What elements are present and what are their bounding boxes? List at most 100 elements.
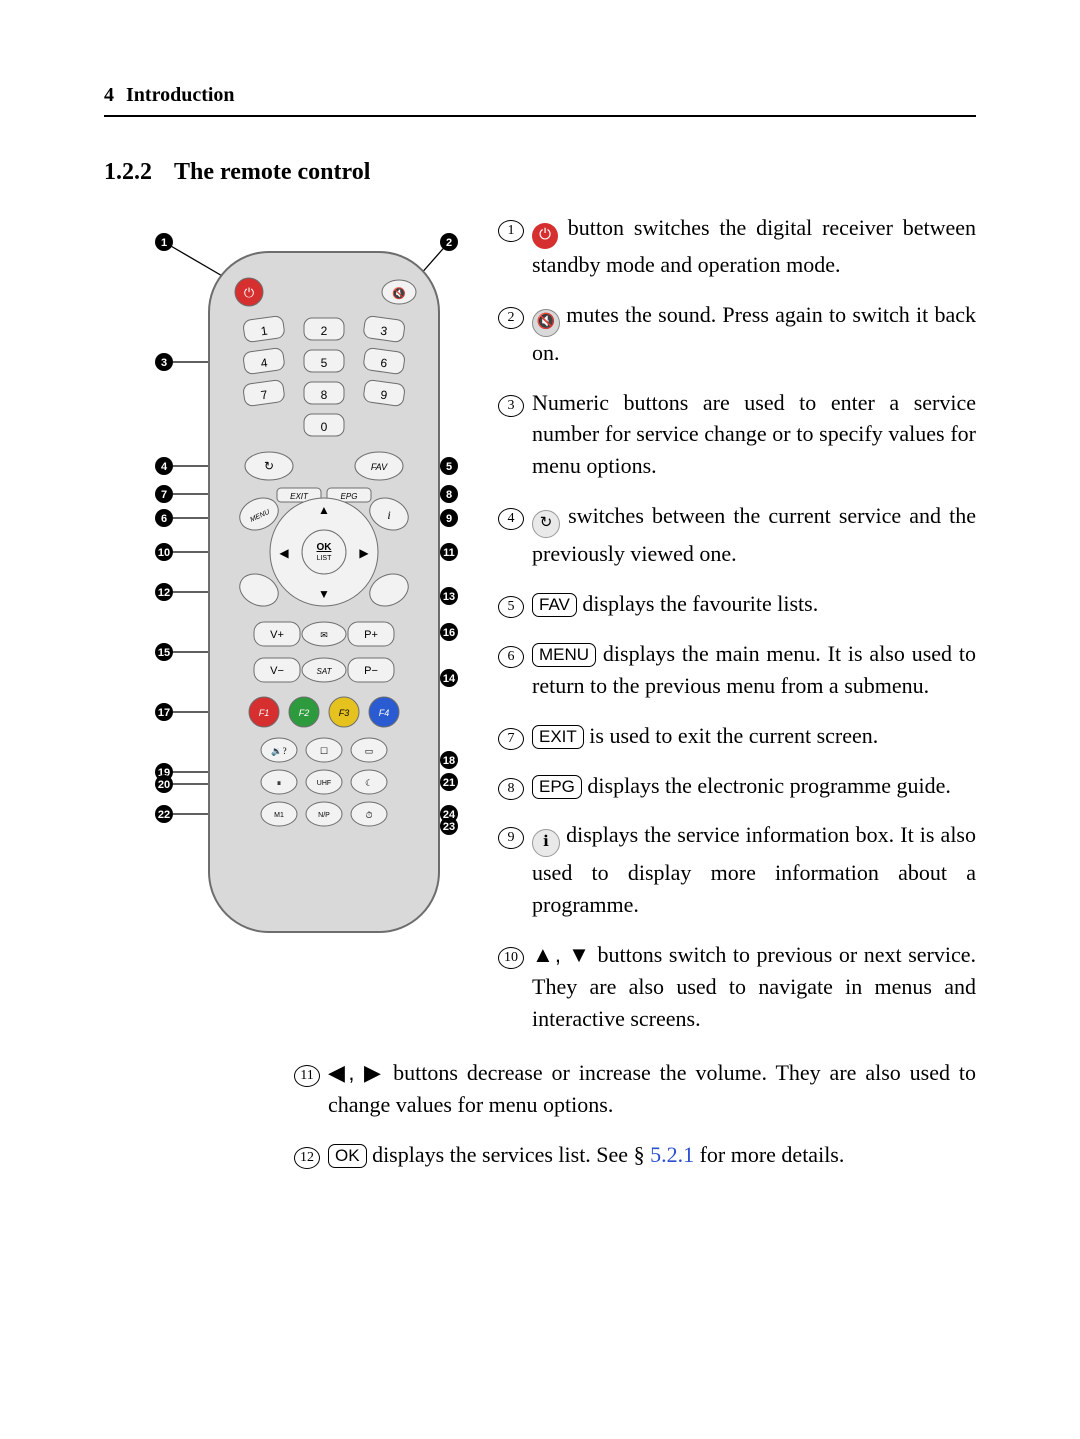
arrow-glyphs: ◀, ▶ [328, 1060, 384, 1085]
svg-text:F1: F1 [259, 708, 270, 718]
svg-text:17: 17 [158, 707, 170, 719]
svg-text:13: 13 [443, 591, 455, 603]
desc-item: 5FAV displays the favourite lists. [498, 588, 976, 620]
cross-reference[interactable]: 5.2.1 [650, 1142, 694, 1167]
svg-text:V+: V+ [270, 629, 284, 641]
svg-text:12: 12 [158, 587, 170, 599]
keycap: EPG [532, 775, 582, 799]
desc-item: 10▲, ▼ buttons switch to previous or nex… [498, 939, 976, 1035]
svg-text:◀: ◀ [279, 546, 289, 560]
desc-item: 7EXIT is used to exit the current screen… [498, 720, 976, 752]
svg-text:▲: ▲ [318, 503, 330, 517]
desc-item: 4↻ switches between the current service … [498, 500, 976, 570]
item-text: MENU displays the main menu. It is also … [532, 638, 976, 702]
svg-text:✉: ✉ [320, 630, 328, 640]
svg-text:3: 3 [161, 357, 167, 369]
svg-text:F2: F2 [299, 708, 310, 718]
desc-item: 3Numeric buttons are used to enter a ser… [498, 387, 976, 483]
remote-figure: 1346710121517192022 25891113141618212324… [104, 212, 474, 1032]
item-text: OK displays the services list. See § 5.2… [328, 1139, 976, 1171]
svg-text:▶: ▶ [359, 546, 369, 560]
svg-text:🔇: 🔇 [392, 287, 406, 300]
svg-text:F3: F3 [339, 708, 350, 718]
keycap: OK [328, 1144, 367, 1168]
desc-item: 2🔇 mutes the sound. Press again to switc… [498, 299, 976, 369]
page-number: 4 [104, 84, 114, 107]
item-text: EXIT is used to exit the current screen. [532, 720, 976, 752]
svg-text:LIST: LIST [317, 555, 333, 562]
item-number: 5 [498, 588, 524, 620]
item-number: 6 [498, 638, 524, 702]
svg-text:10: 10 [158, 547, 170, 559]
item-number: 2 [498, 299, 524, 369]
desc-item: 12OK displays the services list. See § 5… [294, 1139, 976, 1171]
item-number: 4 [498, 500, 524, 570]
desc-item: 11◀, ▶ buttons decrease or increase the … [294, 1057, 976, 1121]
item-text: ↻ switches between the current service a… [532, 500, 976, 570]
svg-text:21: 21 [443, 777, 455, 789]
svg-text:2: 2 [321, 324, 328, 338]
svg-text:P+: P+ [364, 629, 378, 641]
svg-text:☐: ☐ [320, 746, 328, 756]
item-text: ℹ displays the service information box. … [532, 819, 976, 921]
svg-text:1: 1 [161, 237, 167, 249]
svg-text:☾: ☾ [365, 778, 373, 788]
item-text: Numeric buttons are used to enter a serv… [532, 387, 976, 483]
keycap: EXIT [532, 725, 584, 749]
svg-text:4: 4 [161, 461, 168, 473]
desc-item: 9ℹ displays the service information box.… [498, 819, 976, 921]
svg-text:5: 5 [446, 461, 452, 473]
chapter-title: Introduction [126, 84, 235, 107]
svg-text:F4: F4 [379, 708, 390, 718]
svg-text:16: 16 [443, 627, 455, 639]
svg-text:18: 18 [443, 755, 455, 767]
svg-text:6: 6 [161, 513, 167, 525]
description-list-wide: 11◀, ▶ buttons decrease or increase the … [294, 1057, 976, 1171]
svg-text:24: 24 [443, 809, 456, 821]
running-header: 4 Introduction [104, 84, 976, 107]
svg-text:▭: ▭ [365, 746, 374, 756]
svg-text:⏸: ⏸ [277, 778, 282, 788]
mute-icon: 🔇 [532, 309, 560, 337]
svg-text:0: 0 [321, 420, 328, 434]
desc-item: 8EPG displays the electronic programme g… [498, 770, 976, 802]
svg-text:⏻: ⏻ [244, 285, 254, 300]
section-heading: 1.2.2 The remote control [104, 159, 976, 186]
svg-text:V−: V− [270, 665, 284, 677]
item-number: 1 [498, 212, 524, 281]
svg-text:↻: ↻ [264, 459, 274, 473]
description-list: 1⏻ button switches the digital receiver … [498, 212, 976, 1053]
svg-text:2: 2 [446, 237, 452, 249]
svg-text:11: 11 [443, 547, 455, 559]
svg-text:UHF: UHF [317, 780, 331, 787]
svg-text:🔉?: 🔉? [271, 746, 286, 757]
svg-text:15: 15 [158, 647, 170, 659]
desc-item: 1⏻ button switches the digital receiver … [498, 212, 976, 281]
item-number: 8 [498, 770, 524, 802]
svg-text:EXIT: EXIT [290, 492, 309, 501]
item-number: 12 [294, 1139, 320, 1171]
svg-text:OK: OK [317, 542, 333, 553]
svg-text:20: 20 [158, 779, 170, 791]
recall-icon: ↻ [532, 510, 560, 538]
desc-item: 6MENU displays the main menu. It is also… [498, 638, 976, 702]
svg-text:5: 5 [321, 356, 328, 370]
item-text: ▲, ▼ buttons switch to previous or next … [532, 939, 976, 1035]
svg-text:22: 22 [158, 809, 170, 821]
keycap: MENU [532, 643, 596, 667]
header-rule [104, 115, 976, 117]
svg-text:EPG: EPG [341, 492, 358, 501]
item-number: 10 [498, 939, 524, 1035]
svg-text:M1: M1 [274, 812, 284, 819]
svg-text:▼: ▼ [318, 587, 330, 601]
section-number: 1.2.2 [104, 159, 152, 186]
document-page: 4 Introduction 1.2.2 The remote control … [0, 0, 1080, 1439]
item-number: 11 [294, 1057, 320, 1121]
svg-text:SAT: SAT [317, 667, 333, 676]
info-icon: ℹ [532, 829, 560, 857]
svg-text:8: 8 [321, 388, 328, 402]
item-text: FAV displays the favourite lists. [532, 588, 976, 620]
svg-text:i: i [387, 508, 390, 522]
keycap: FAV [532, 593, 577, 617]
remote-svg: 1346710121517192022 25891113141618212324… [104, 212, 474, 1032]
